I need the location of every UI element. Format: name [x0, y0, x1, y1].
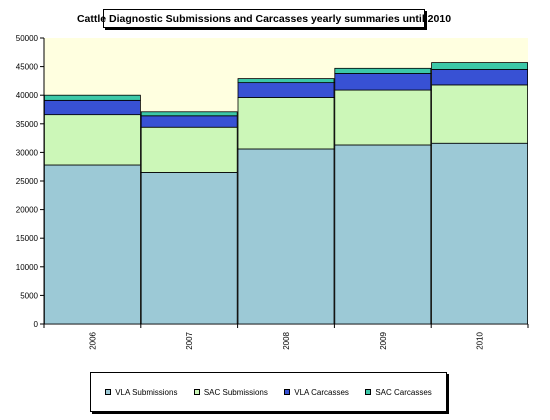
legend-item: SAC Submissions [193, 387, 268, 397]
y-tick-label: 20000 [16, 206, 39, 215]
bar-segment-vla-submissions [237, 148, 335, 325]
legend: VLA Submissions SAC Submissions VLA Carcas… [90, 372, 447, 412]
bar-segment-vla-carcasses [334, 73, 432, 91]
x-tick-label: 2007 [185, 331, 194, 349]
legend-swatch [284, 389, 291, 395]
bar-segment-sac-carcasses [44, 94, 141, 101]
bar-segment-sac-carcasses [431, 62, 529, 70]
legend-item: VLA Carcasses [284, 388, 349, 397]
y-tick-label: 0 [34, 320, 39, 329]
bar-segment-sac-carcasses [334, 67, 432, 74]
x-tick-label: 2010 [476, 331, 485, 349]
legend-swatch [365, 389, 372, 395]
bar-segment-sac-submissions [140, 126, 238, 173]
bar-segment-sac-submissions [44, 114, 141, 166]
bar-segment-sac-submissions [431, 84, 529, 144]
bar-segment-vla-submissions [140, 172, 238, 325]
y-tick-label: 45000 [16, 63, 39, 72]
bar-segment-vla-carcasses [237, 82, 335, 98]
bars [44, 62, 529, 325]
y-tick-label: 40000 [16, 91, 39, 100]
y-tick-label: 15000 [16, 234, 39, 243]
x-axis: 2006 2007 2008 2009 2010 [43, 323, 529, 350]
y-tick-label: 30000 [16, 148, 39, 157]
y-tick-label: 10000 [16, 263, 39, 272]
x-tick-label: 2008 [282, 331, 291, 349]
legend-label: SAC Submissions [203, 387, 268, 397]
y-tick-label: 50000 [16, 34, 39, 43]
legend-label: VLA Carcasses [294, 387, 349, 397]
legend-item: SAC Carcasses [365, 387, 432, 397]
legend-item: VLA Submissions [105, 388, 177, 397]
y-tick-label: 5000 [20, 291, 38, 300]
legend-label: SAC Carcasses [375, 387, 432, 397]
bar-segment-vla-submissions [431, 142, 529, 325]
bar-segment-vla-submissions [334, 144, 432, 325]
bar-segment-sac-carcasses [140, 111, 238, 117]
y-tick-label: 25000 [16, 177, 39, 186]
x-tick-label: 2009 [379, 331, 388, 349]
legend-label: VLA Submissions [115, 387, 178, 397]
legend-swatch [193, 389, 200, 395]
y-axis: 0 5000 10000 15000 20000 25000 30000 35000 40000… [16, 34, 45, 329]
bar-segment-vla-submissions [44, 164, 141, 325]
bar-segment-vla-carcasses [431, 69, 529, 86]
bar-segment-sac-submissions [237, 97, 335, 150]
bar-segment-vla-carcasses [140, 115, 238, 128]
chart-title: Cattle Diagnostic Submissions and Carcas… [77, 9, 451, 28]
bar-segment-sac-submissions [334, 89, 432, 146]
x-tick-label: 2006 [88, 331, 97, 349]
y-tick-label: 35000 [16, 120, 39, 129]
legend-swatch [105, 389, 112, 395]
bar-segment-vla-carcasses [44, 99, 141, 116]
bar-segment-sac-carcasses [237, 78, 335, 84]
